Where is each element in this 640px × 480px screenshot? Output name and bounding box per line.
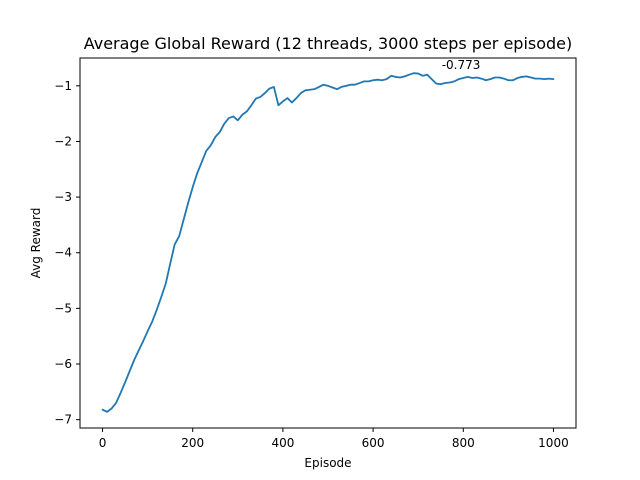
x-tick-label: 1000 bbox=[538, 436, 569, 450]
y-axis: −7 −6 −5 −4 −3 −2 −1 bbox=[54, 79, 80, 427]
axes-frame bbox=[79, 57, 577, 429]
annotations: -0.773 bbox=[442, 58, 481, 72]
x-tick-label: 600 bbox=[362, 436, 385, 450]
plot-area bbox=[79, 57, 577, 429]
x-tick-label: 0 bbox=[99, 436, 107, 450]
x-axis-label: Episode bbox=[304, 456, 351, 470]
y-tick-label: −2 bbox=[54, 134, 72, 148]
series-line bbox=[101, 72, 555, 413]
chart-title: Average Global Reward (12 threads, 3000 … bbox=[84, 34, 573, 53]
x-tick-label: 800 bbox=[452, 436, 475, 450]
y-tick-label: −7 bbox=[54, 413, 72, 427]
max-value-annotation: -0.773 bbox=[442, 58, 481, 72]
y-axis-label: Avg Reward bbox=[29, 208, 43, 279]
x-tick-label: 200 bbox=[181, 436, 204, 450]
y-tick-label: −6 bbox=[54, 357, 72, 371]
y-tick-label: −5 bbox=[54, 301, 72, 315]
y-tick-label: −1 bbox=[54, 79, 72, 93]
y-tick-label: −3 bbox=[54, 190, 72, 204]
x-axis: 0 200 400 600 800 1000 bbox=[99, 428, 569, 450]
x-tick-label: 400 bbox=[271, 436, 294, 450]
y-tick-label: −4 bbox=[54, 246, 72, 260]
